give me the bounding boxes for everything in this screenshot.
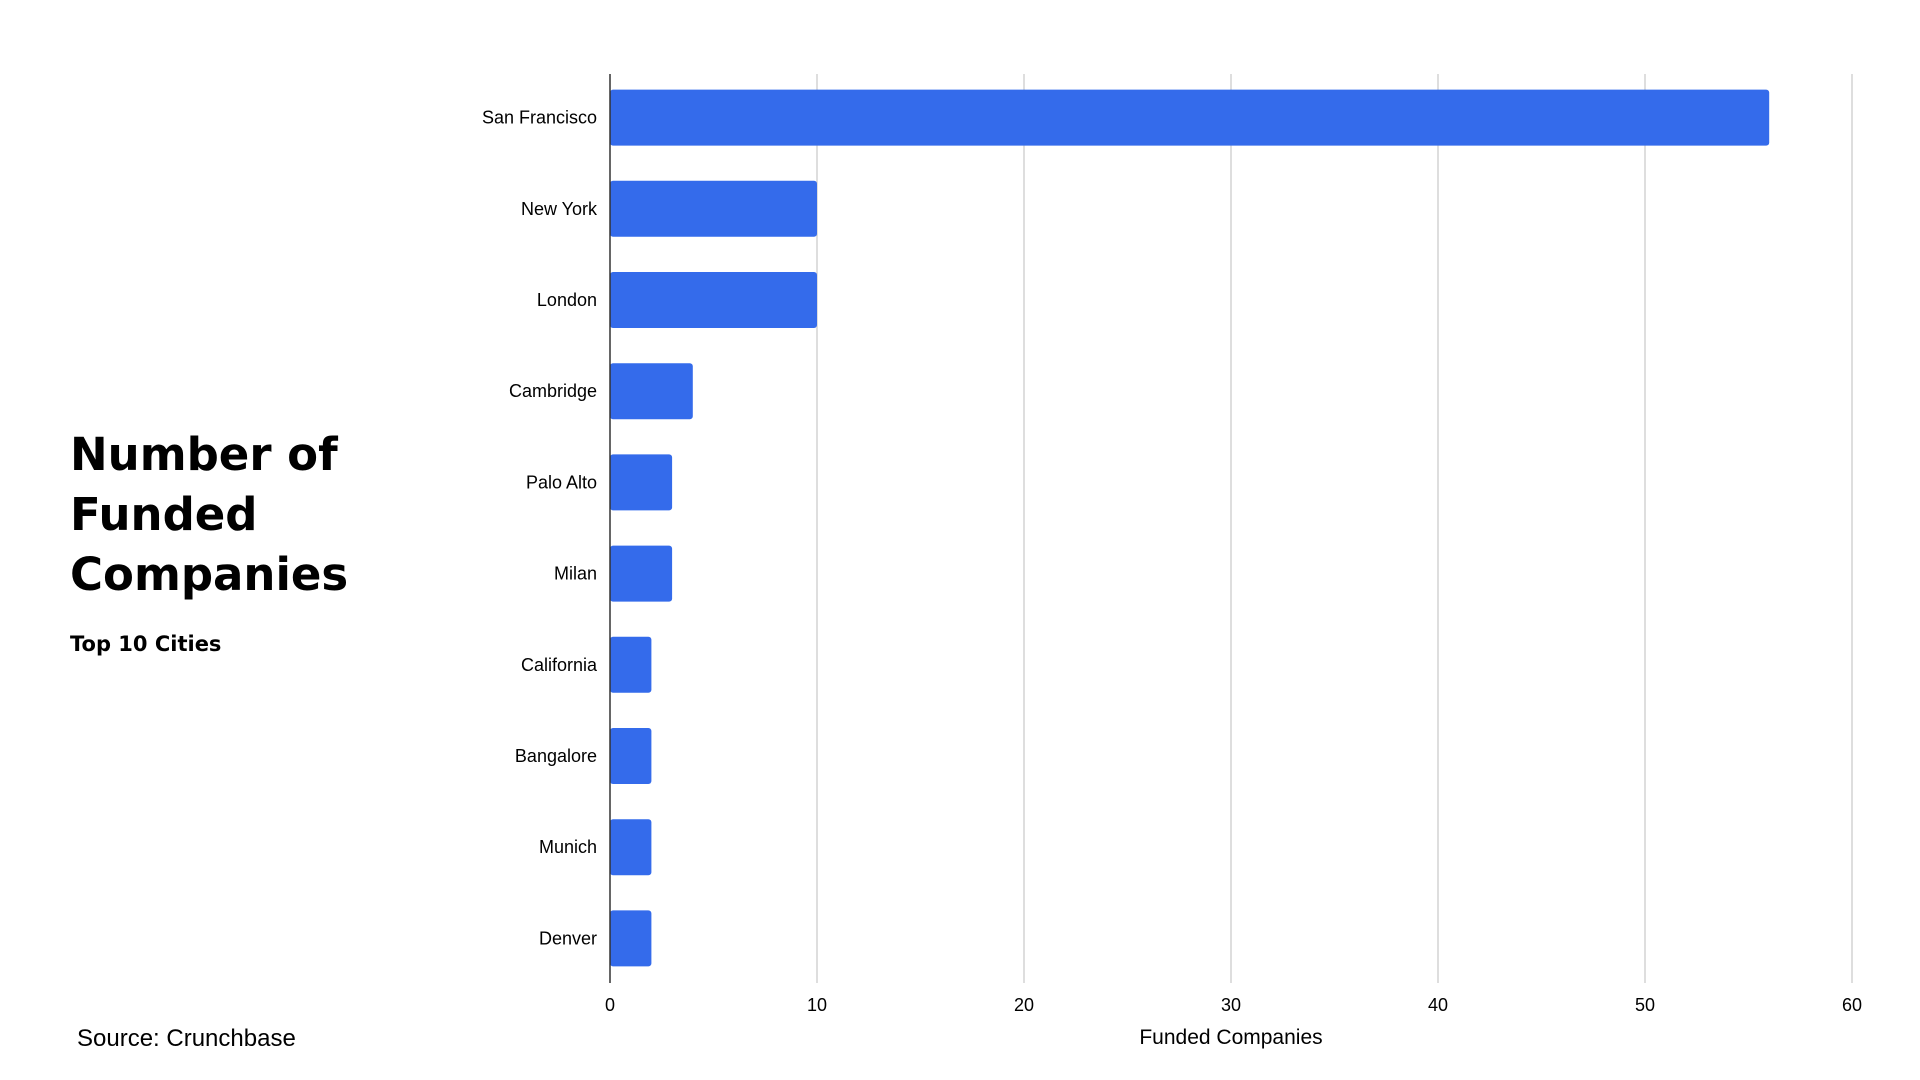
x-tick-label: 30 xyxy=(1221,995,1241,1015)
bars xyxy=(610,89,1770,967)
bar xyxy=(610,454,673,511)
gridlines xyxy=(816,74,1853,983)
x-tick-label: 10 xyxy=(807,995,827,1015)
bar xyxy=(610,819,652,876)
category-label: California xyxy=(521,655,598,675)
category-label: Cambridge xyxy=(509,381,597,401)
bar xyxy=(610,180,817,237)
bar xyxy=(610,363,693,420)
bar xyxy=(610,545,673,602)
x-tick-label: 40 xyxy=(1428,995,1448,1015)
bar xyxy=(610,910,652,967)
x-tick-label: 60 xyxy=(1842,995,1862,1015)
bar xyxy=(610,636,652,693)
chart-title: Number of Funded Companies xyxy=(70,428,349,601)
category-label: Denver xyxy=(539,928,597,948)
category-label: Milan xyxy=(554,564,597,584)
category-label: San Francisco xyxy=(482,108,597,128)
bar xyxy=(610,728,652,784)
x-tick-label: 0 xyxy=(605,995,615,1015)
category-label: London xyxy=(537,290,597,310)
chart-subtitle: Top 10 Cities xyxy=(70,632,222,656)
category-labels: San Francisco New York London Cambridge Palo… xyxy=(482,108,598,949)
x-axis-label: Funded Companies xyxy=(1139,1026,1322,1049)
category-label: Palo Alto xyxy=(526,472,597,492)
x-tick-label: 50 xyxy=(1635,995,1655,1015)
bar xyxy=(610,272,817,328)
category-label: New York xyxy=(521,199,598,219)
category-label: Munich xyxy=(539,837,597,857)
x-tick-label: 20 xyxy=(1014,995,1034,1015)
x-tick-labels: 0 10 20 30 40 50 60 xyxy=(605,995,1862,1015)
category-label: Bangalore xyxy=(515,746,597,766)
bar xyxy=(610,89,1770,146)
source-note: Source: Crunchbase xyxy=(77,1025,296,1052)
